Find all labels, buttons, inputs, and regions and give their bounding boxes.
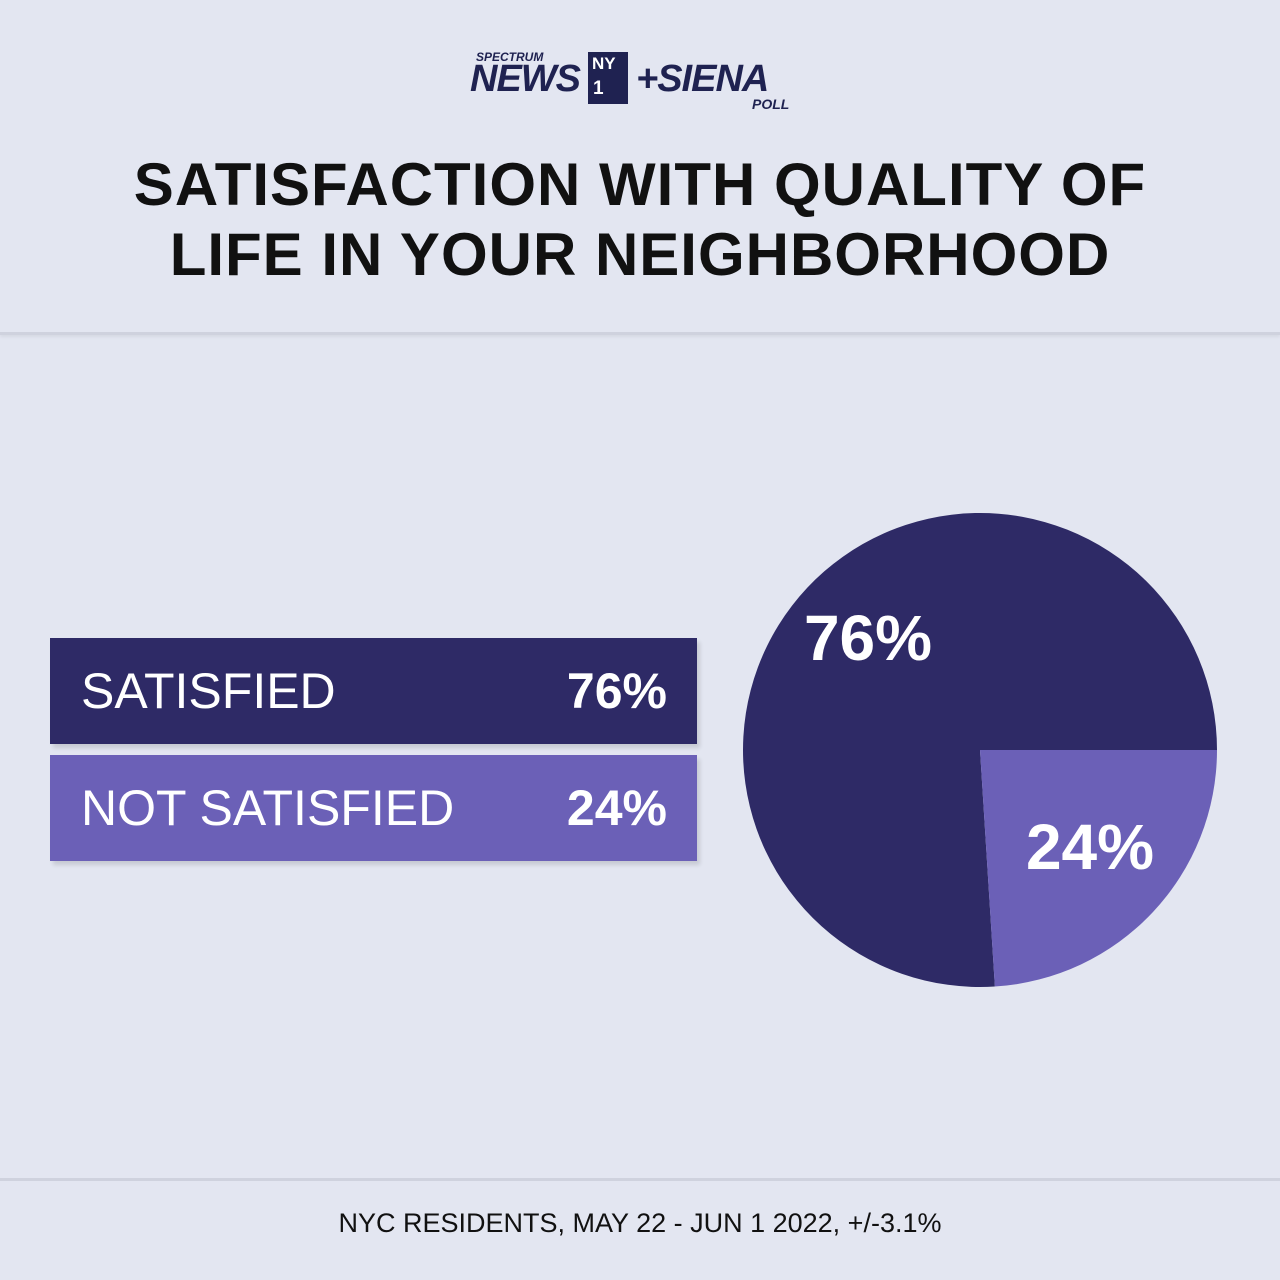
- ny1-badge-ny: NY: [592, 54, 616, 73]
- header-panel: SPECTRUM NEWS NY 1 +SIENA POLL SATISFACT…: [0, 0, 1280, 335]
- logo-spectrum-text: SPECTRUM: [476, 50, 544, 64]
- chart-title-line-2: LIFE IN YOUR NEIGHBORHOOD: [169, 221, 1111, 288]
- pie-label-not-satisfied: 24%: [1026, 811, 1154, 883]
- pie-slice-not-satisfied: [980, 750, 1217, 987]
- legend-label-satisfied: SATISFIED: [81, 663, 336, 719]
- chart-title-line-1: SATISFACTION WITH QUALITY OF: [133, 151, 1147, 218]
- chart-title: SATISFACTION WITH QUALITY OF LIFE IN YOU…: [0, 150, 1280, 290]
- ny1-badge: NY 1: [588, 52, 628, 104]
- footer-source-note: NYC RESIDENTS, MAY 22 - JUN 1 2022, +/-3…: [338, 1208, 942, 1238]
- legend-value-not-satisfied: 24%: [566, 780, 667, 836]
- logo-news-text: NEWS: [470, 58, 581, 100]
- legend-value-satisfied: 76%: [566, 663, 667, 719]
- logo-poll-text: POLL: [752, 96, 790, 112]
- spectrum-news-siena-poll-logo: SPECTRUM NEWS NY 1 +SIENA POLL: [470, 48, 810, 118]
- footer-divider: [0, 1178, 1280, 1181]
- ny1-badge-one: 1: [593, 78, 604, 99]
- legend-row-satisfied: SATISFIED 76%: [50, 638, 697, 744]
- legend-row-not-satisfied: NOT SATISFIED 24%: [50, 755, 697, 861]
- legend-label-not-satisfied: NOT SATISFIED: [81, 780, 455, 836]
- logo-siena-text: +SIENA: [636, 58, 769, 100]
- pie-label-satisfied: 76%: [804, 602, 932, 674]
